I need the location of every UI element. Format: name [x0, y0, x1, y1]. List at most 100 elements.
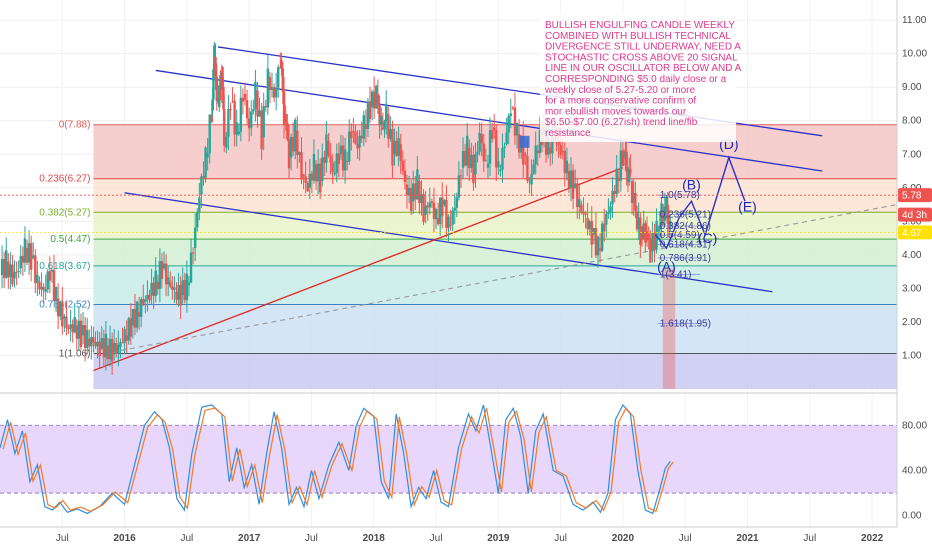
price-tick-label: 7.00: [902, 149, 922, 160]
candle-body: [598, 248, 602, 251]
candle-body: [420, 194, 423, 204]
candle-body: [453, 207, 456, 211]
candle-body: [401, 161, 405, 171]
candle-body: [21, 256, 25, 263]
candle-body: [241, 97, 245, 102]
candle-body: [474, 154, 477, 175]
candle-body: [296, 130, 299, 156]
candle-body: [61, 302, 64, 327]
candle-body: [77, 320, 81, 339]
candle-body: [50, 269, 54, 272]
candle-body: [146, 294, 149, 300]
price-tick-label: 5.00: [902, 216, 922, 227]
candle-body: [495, 130, 498, 168]
candle-body: [34, 255, 37, 283]
fib-label: 0.5(4.47): [50, 234, 90, 245]
candle-body: [546, 136, 550, 155]
candle-body: [573, 183, 577, 188]
candle-body: [215, 76, 218, 102]
sub-fib-retracement: 1.0(5.78) 0.236(5.21)0.382(4.86)0.5(4.59)…: [657, 190, 711, 330]
candle-body: [635, 211, 639, 230]
candle-body: [225, 136, 228, 148]
candle-body: [171, 286, 174, 290]
candle-body: [268, 77, 272, 90]
candle-body: [383, 121, 386, 130]
candle-body: [281, 68, 285, 92]
candle-body: [457, 175, 461, 198]
candle-body: [206, 153, 209, 158]
fib-zone: [93, 304, 897, 354]
candle-body: [430, 201, 434, 203]
candle-body: [289, 137, 293, 158]
oscillator-band: [0, 425, 897, 494]
candle-body: [40, 286, 43, 290]
candle-body: [441, 197, 444, 217]
candle-body: [59, 302, 62, 317]
candle-body: [492, 127, 496, 131]
candle-body: [380, 115, 383, 126]
candle-body: [639, 217, 642, 245]
candle-body: [534, 145, 537, 165]
price-tick-label: 4.00: [902, 250, 922, 261]
candle-body: [634, 192, 637, 211]
candle-body: [312, 154, 316, 181]
candle-body: [505, 132, 508, 145]
candle-body: [310, 173, 314, 181]
annotation-box: [540, 14, 736, 142]
time-tick-label: 2018: [363, 533, 386, 544]
candle-body: [243, 93, 247, 101]
candle-body: [397, 138, 400, 156]
candle-body: [484, 160, 488, 162]
candle-body: [181, 280, 184, 296]
candle-body: [651, 233, 654, 252]
stochastic-oscillator: [0, 403, 897, 515]
candle-body: [381, 127, 385, 130]
stoch-d-line: [2, 407, 674, 513]
candle-body: [316, 163, 320, 182]
candle-body: [476, 151, 479, 155]
candle-body: [627, 168, 631, 183]
candle-body: [348, 131, 351, 162]
candle-body: [11, 264, 14, 285]
candle-body: [323, 157, 326, 163]
candle-body: [497, 161, 500, 168]
wave-projection: [654, 155, 746, 250]
candle-body: [231, 100, 234, 102]
candle-body: [214, 57, 217, 77]
candle-body: [160, 261, 164, 279]
candle-body: [314, 164, 318, 182]
candle-body: [247, 118, 251, 129]
candle-body: [32, 255, 35, 259]
candle-body: [17, 270, 20, 272]
candle-body: [468, 147, 471, 168]
stoch-k-line: [0, 403, 671, 515]
candle-body: [578, 198, 581, 208]
candle-body: [605, 213, 608, 225]
candle-body: [596, 236, 600, 256]
candle-body: [649, 240, 652, 263]
candle-body: [125, 335, 128, 341]
candle-body: [96, 341, 99, 347]
price-tick-label: 3.00: [902, 283, 922, 294]
candle-body: [287, 139, 291, 169]
candle-body: [94, 342, 97, 347]
sub-fib-label: 1(3.41): [660, 270, 692, 281]
candle-body: [52, 269, 56, 302]
candle-body: [106, 345, 110, 360]
candle-body: [565, 160, 569, 174]
candle-body: [428, 202, 432, 208]
candle-body: [640, 238, 644, 240]
candle-body: [624, 151, 627, 158]
candle-body: [418, 181, 421, 204]
candle-body: [637, 217, 640, 230]
annotation-line: CORRESPONDING $5.0 daily close or a: [545, 74, 727, 85]
annotation-line: $6.50-$7.00 (6.27ish) trend line/fib: [545, 117, 698, 128]
candle-body: [264, 106, 267, 108]
candle-body: [27, 243, 31, 263]
wave-label: (A): [657, 259, 676, 275]
candle-body: [407, 187, 411, 196]
candle-body: [154, 270, 157, 296]
candle-body: [559, 145, 562, 155]
candle-body: [447, 216, 450, 228]
